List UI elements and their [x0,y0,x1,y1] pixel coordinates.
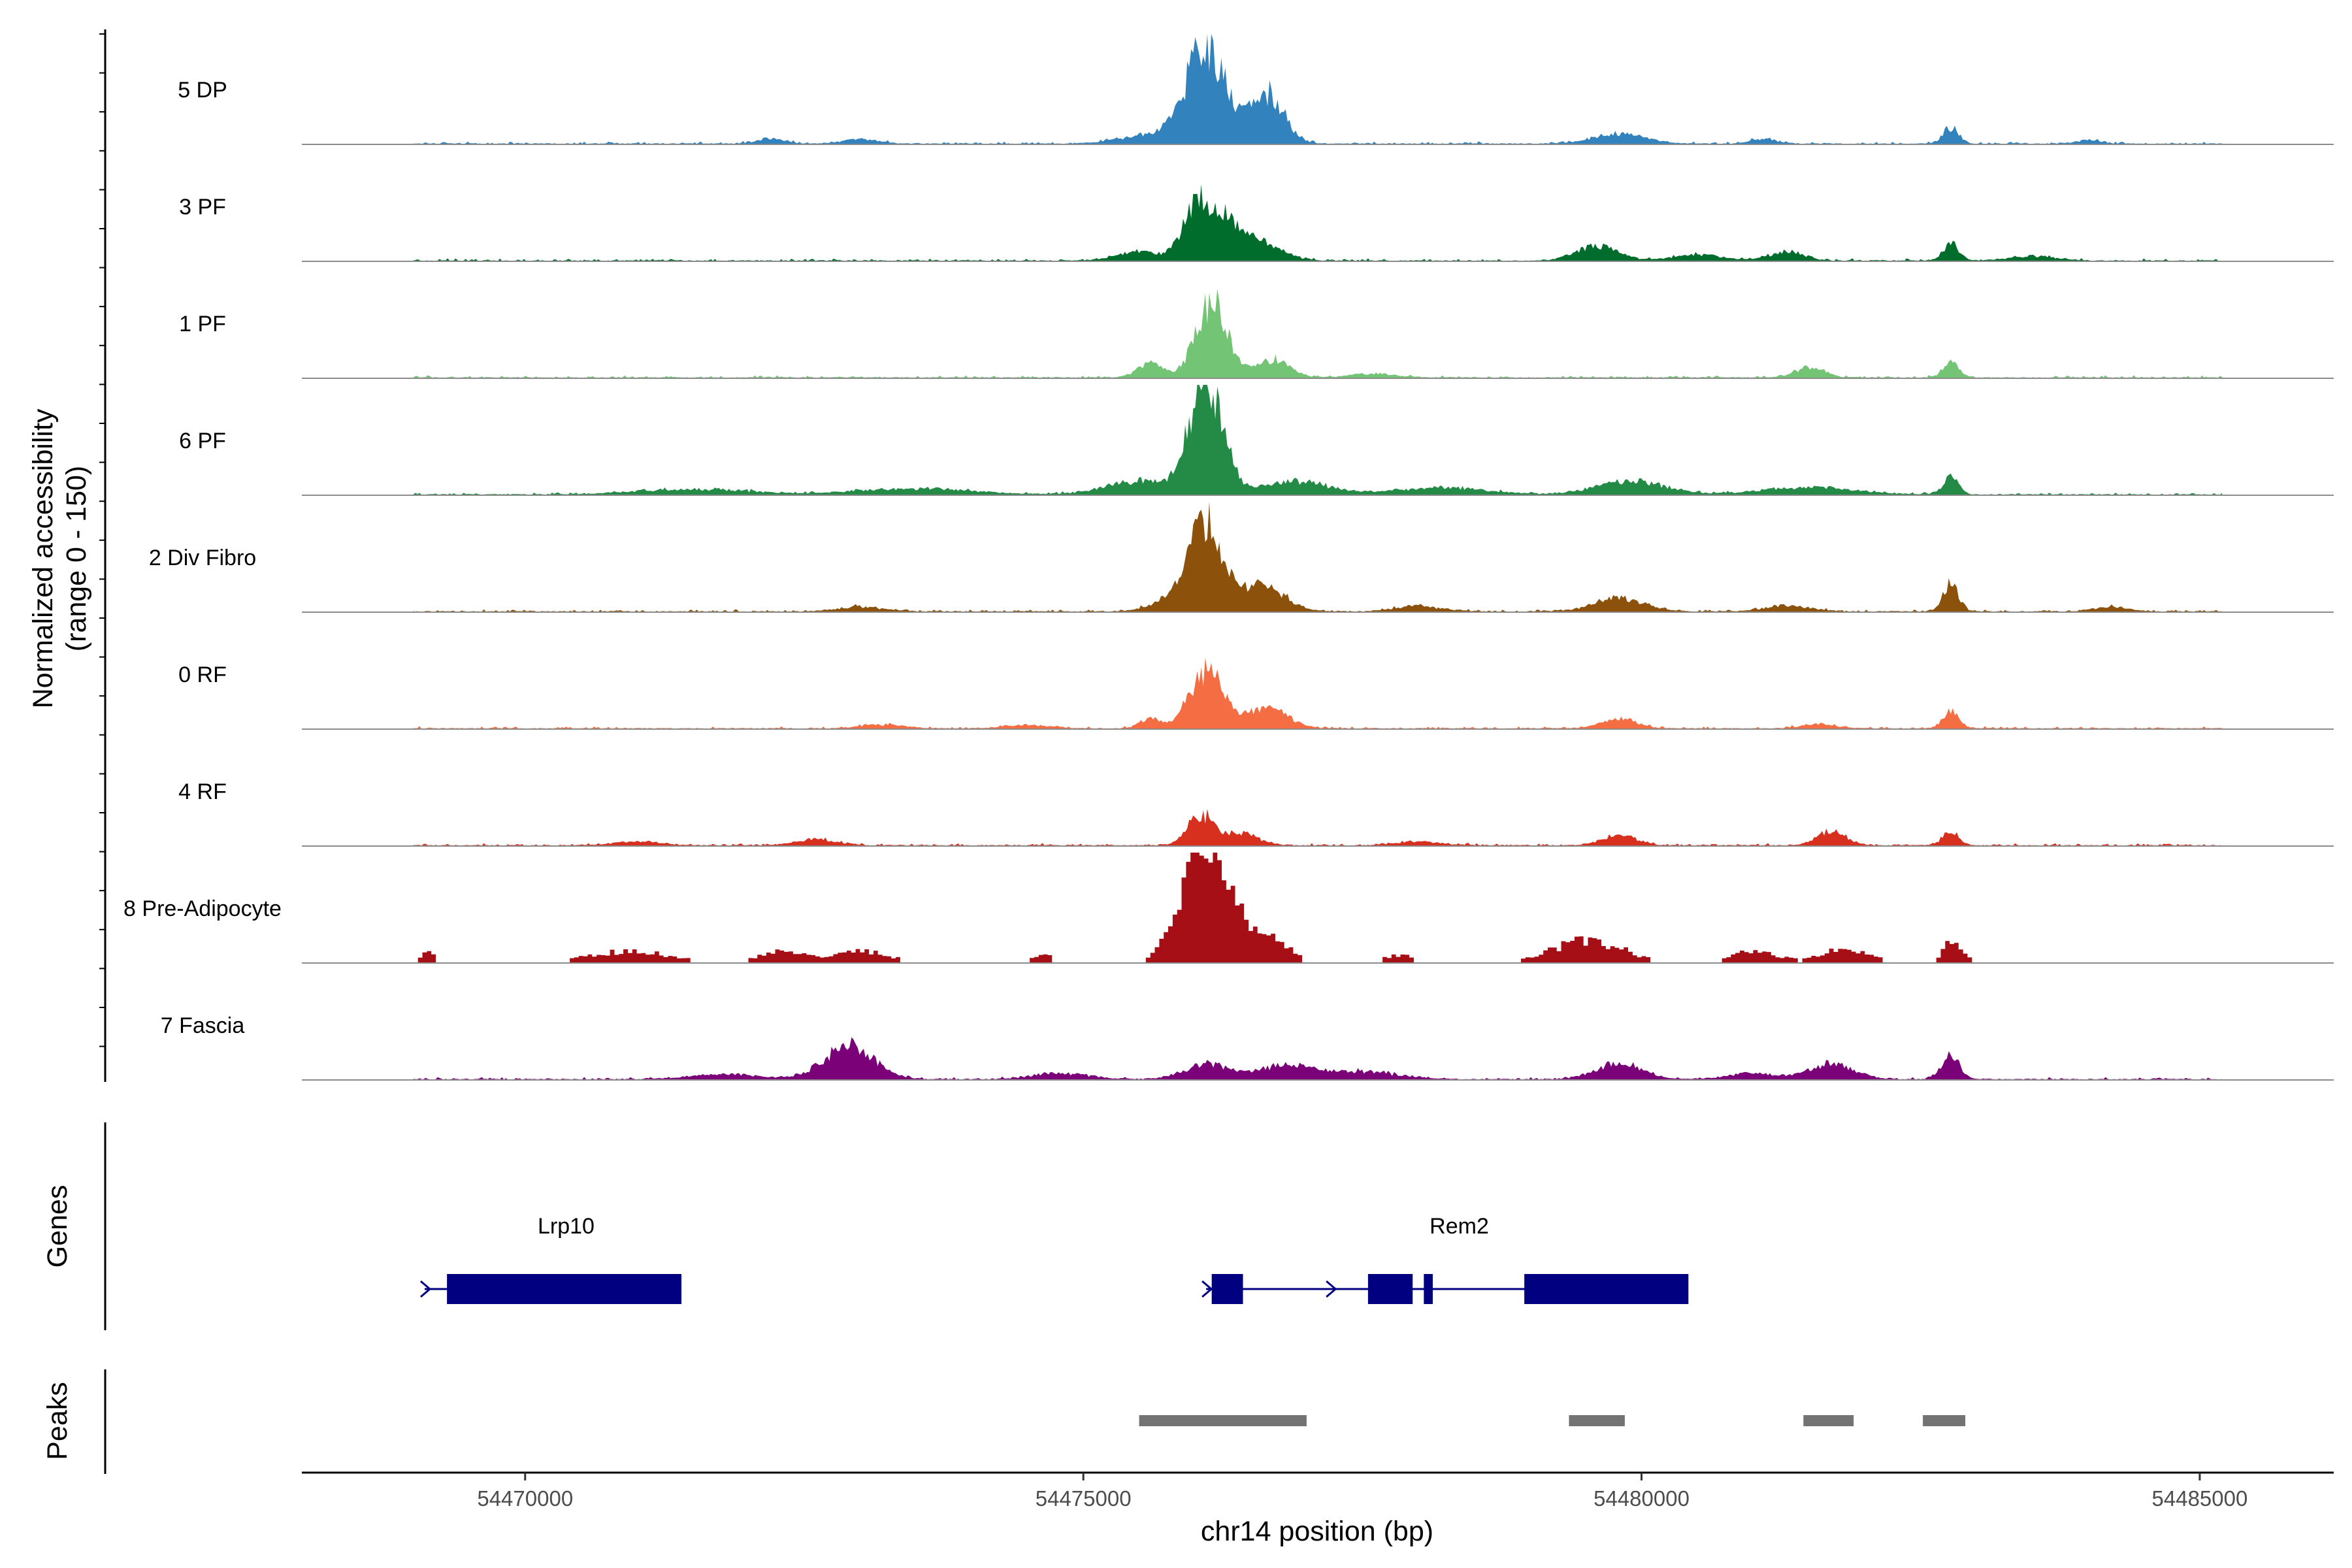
track-7-fascia: 7 Fascia [161,1013,2334,1080]
track-0-rf: 0 RF [178,657,2334,729]
peak-region-bar [1569,1415,1624,1426]
x-axis-ticks: 54470000 54475000 54480000 54485000 [477,1473,2247,1511]
track-1-pf: 1 PF [179,289,2334,378]
coverage-area [414,809,2222,846]
y-axis-title-line1: Normalized accessibility [27,408,59,708]
track-label: 6 PF [179,429,226,453]
gene-exon [1368,1274,1413,1304]
x-tick-label: 54485000 [2152,1486,2248,1511]
track-2-div-fibro: 2 Div Fibro [149,502,2334,612]
coverage-area [414,184,2222,261]
track-label: 0 RF [178,662,227,687]
track-5-dp: 5 DP [178,34,2334,144]
track-label: 8 Pre-Adipocyte [123,896,282,921]
track-label: 3 PF [179,195,226,220]
genes-panel-title: Genes [42,1185,73,1268]
x-tick-label: 54480000 [1593,1486,1690,1511]
peaks-panel-title: Peaks [42,1382,73,1460]
track-8-pre-adipocyte: 8 Pre-Adipocyte [123,853,2334,963]
track-label: 4 RF [178,779,227,804]
gene-exon [447,1274,681,1304]
gene-annotations: Lrp10 Rem2 [421,1214,1688,1304]
coverage-area [414,289,2222,378]
coverage-area [414,1037,2222,1080]
track-label: 5 DP [178,78,227,103]
gene-exon [1524,1274,1688,1304]
peak-region-bar [1139,1415,1307,1426]
coverage-area [414,657,2222,729]
track-label: 1 PF [179,312,226,336]
track-4-rf: 4 RF [178,779,2334,846]
peak-region-bar [1803,1415,1854,1426]
coverage-area [414,502,2222,612]
track-6-pf: 6 PF [179,385,2334,495]
track-label: 7 Fascia [161,1013,245,1038]
coverage-area [414,385,2222,495]
coverage-area [414,34,2222,144]
coverage-tracks: 5 DP 3 PF 1 PF 6 PF 2 Div Fibro 0 RF 4 RF 8 Pre… [123,34,2334,1080]
coverage-plot: 5 DP 3 PF 1 PF 6 PF 2 Div Fibro 0 RF 4 RF 8 Pre… [0,0,2352,1568]
x-axis-title: chr14 position (bp) [1201,1516,1433,1547]
y-axis-title-line2: (range 0 - 150) [61,466,92,651]
peak-regions [1139,1415,1966,1426]
gene-exon [1424,1274,1433,1304]
gene-label: Rem2 [1429,1214,1489,1239]
track-3-pf: 3 PF [179,184,2334,261]
gene-lrp10: Lrp10 [421,1214,681,1304]
gene-label: Lrp10 [538,1214,595,1239]
gene-exon [1212,1274,1243,1304]
peak-region-bar [1923,1415,1965,1426]
coverage-area [414,853,2222,963]
track-label: 2 Div Fibro [149,546,256,570]
x-tick-label: 54470000 [477,1486,573,1511]
gene-rem2: Rem2 [1202,1214,1688,1304]
x-tick-label: 54475000 [1036,1486,1132,1511]
